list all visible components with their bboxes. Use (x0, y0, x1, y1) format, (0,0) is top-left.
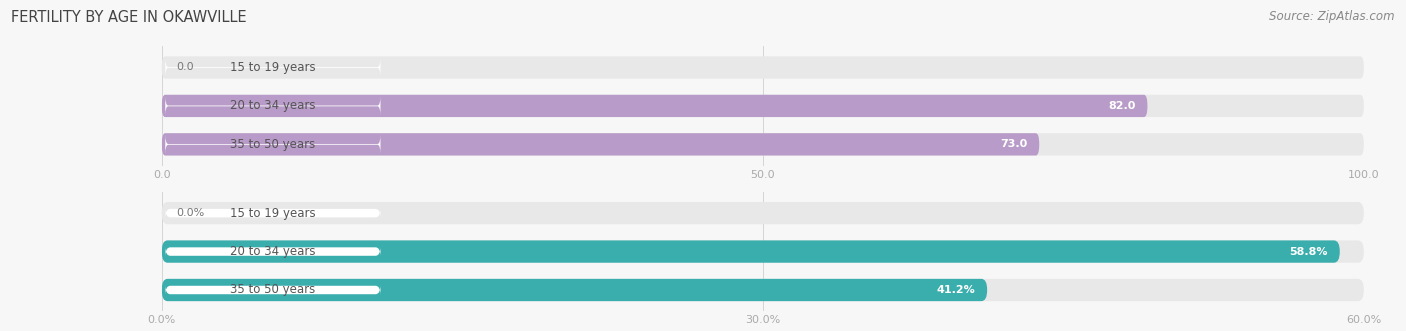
FancyBboxPatch shape (162, 240, 1364, 263)
FancyBboxPatch shape (166, 96, 381, 116)
FancyBboxPatch shape (166, 58, 381, 77)
Text: FERTILITY BY AGE IN OKAWVILLE: FERTILITY BY AGE IN OKAWVILLE (11, 10, 247, 25)
Text: 0.0%: 0.0% (176, 208, 204, 218)
Text: 58.8%: 58.8% (1289, 247, 1327, 257)
FancyBboxPatch shape (162, 95, 1364, 117)
FancyBboxPatch shape (162, 279, 1364, 301)
FancyBboxPatch shape (166, 246, 381, 257)
FancyBboxPatch shape (162, 133, 1039, 156)
FancyBboxPatch shape (166, 208, 381, 218)
Text: 0.0: 0.0 (176, 63, 194, 72)
FancyBboxPatch shape (162, 240, 1340, 263)
Text: 15 to 19 years: 15 to 19 years (231, 207, 316, 220)
FancyBboxPatch shape (162, 95, 1147, 117)
FancyBboxPatch shape (166, 134, 381, 154)
Text: 15 to 19 years: 15 to 19 years (231, 61, 316, 74)
Text: 73.0: 73.0 (1000, 139, 1028, 149)
FancyBboxPatch shape (162, 56, 1364, 79)
Text: 20 to 34 years: 20 to 34 years (231, 245, 315, 258)
FancyBboxPatch shape (162, 279, 987, 301)
Text: 41.2%: 41.2% (936, 285, 976, 295)
Text: 20 to 34 years: 20 to 34 years (231, 99, 315, 113)
Text: Source: ZipAtlas.com: Source: ZipAtlas.com (1270, 10, 1395, 23)
FancyBboxPatch shape (162, 133, 1364, 156)
Text: 35 to 50 years: 35 to 50 years (231, 138, 315, 151)
Text: 35 to 50 years: 35 to 50 years (231, 283, 315, 297)
FancyBboxPatch shape (162, 202, 1364, 224)
Text: 82.0: 82.0 (1108, 101, 1136, 111)
FancyBboxPatch shape (166, 285, 381, 295)
